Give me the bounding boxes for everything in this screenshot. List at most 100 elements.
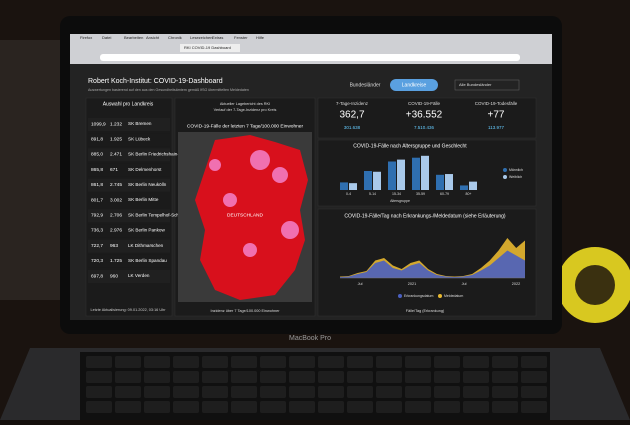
key — [231, 386, 257, 398]
dropdown[interactable] — [454, 79, 520, 91]
key — [260, 401, 286, 413]
county-row[interactable] — [88, 194, 170, 207]
county-row[interactable] — [88, 148, 170, 162]
label: SK Berlin Mitte — [128, 197, 159, 202]
key — [376, 401, 402, 413]
key — [202, 356, 228, 368]
label: Jul — [358, 282, 363, 286]
bar — [469, 181, 477, 190]
map-hotspot — [272, 167, 288, 183]
label: DEUTSCHLAND — [227, 212, 264, 218]
key — [260, 386, 286, 398]
key — [86, 371, 112, 383]
key — [405, 371, 431, 383]
panel — [317, 97, 537, 139]
label: SK Bremen — [128, 121, 152, 126]
key — [347, 371, 373, 383]
label: RKI COVID-19 Dashboard — [184, 45, 231, 50]
bar — [388, 161, 396, 190]
county-row[interactable] — [88, 239, 170, 253]
legend-swatch — [503, 175, 507, 179]
bar — [340, 182, 348, 190]
map-hotspot — [223, 193, 237, 207]
label: 891,8 — [91, 136, 103, 142]
label: Robert Koch-Institut: COVID-19-Dashboard — [88, 78, 223, 85]
label: Lesezeichen — [190, 35, 212, 40]
label: Verlauf der 7-Tage-Inzidenz pro Kreis — [214, 108, 277, 112]
key — [347, 386, 373, 398]
county-row[interactable] — [88, 224, 170, 238]
key — [521, 401, 547, 413]
bar — [364, 171, 372, 190]
key — [463, 356, 489, 368]
key — [289, 386, 315, 398]
key — [347, 356, 373, 368]
label: SK Berlin Tempelhof-Schöneberg — [128, 212, 196, 217]
label: 2.976 — [110, 228, 122, 234]
key — [231, 356, 257, 368]
label: 885,0 — [91, 152, 103, 158]
label: COVID-19-Fälle der letzten 7 Tage/100.00… — [187, 123, 304, 129]
label: Alle Bundesländer — [459, 82, 492, 87]
bar — [436, 174, 444, 190]
label: 736,3 — [91, 228, 103, 234]
label: Fenster — [234, 35, 248, 40]
label: 362,7 — [339, 110, 364, 121]
key — [289, 401, 315, 413]
key — [86, 356, 112, 368]
key — [260, 356, 286, 368]
key — [434, 401, 460, 413]
label: +77 — [488, 110, 505, 121]
label: Meldedatum — [444, 294, 463, 298]
label: 1.925 — [110, 136, 122, 142]
key — [115, 356, 141, 368]
label: Auswertungen basierend auf den aus den G… — [88, 88, 249, 92]
county-row[interactable] — [88, 270, 170, 283]
area — [340, 250, 525, 278]
key — [376, 371, 402, 383]
county-row[interactable] — [88, 163, 170, 177]
bar — [397, 159, 405, 190]
label: Weiblich — [509, 175, 522, 179]
key — [173, 401, 199, 413]
key — [521, 356, 547, 368]
key — [231, 371, 257, 383]
label: Aktueller Lagebericht des RKI — [220, 102, 270, 106]
button[interactable] — [390, 79, 438, 91]
bar — [412, 157, 420, 190]
key — [492, 401, 518, 413]
label: 2021 — [408, 282, 416, 286]
key — [115, 386, 141, 398]
label: 7.510.436 — [414, 125, 435, 130]
label: 1.725 — [110, 258, 122, 264]
label: Extras — [212, 35, 223, 40]
county-row[interactable] — [88, 118, 170, 131]
key — [202, 401, 228, 413]
legend-swatch — [438, 294, 442, 298]
key — [144, 401, 170, 413]
label: SK Berlin Pankow — [128, 228, 165, 233]
key — [492, 356, 518, 368]
label: 722,7 — [91, 243, 103, 249]
key — [173, 386, 199, 398]
county-row[interactable] — [88, 254, 170, 268]
bar — [460, 185, 468, 190]
key — [86, 401, 112, 413]
bar — [349, 183, 357, 190]
county-row[interactable] — [88, 133, 170, 147]
key — [318, 356, 344, 368]
legend-swatch — [503, 168, 507, 172]
key — [115, 401, 141, 413]
label: Erkrankungsdatum — [404, 294, 433, 298]
county-row[interactable] — [88, 178, 170, 192]
label: Altersgruppe — [390, 199, 410, 203]
key — [318, 401, 344, 413]
county-row[interactable] — [88, 209, 170, 223]
label: Ansicht — [146, 35, 160, 40]
key — [376, 356, 402, 368]
brand: MacBook Pro — [289, 335, 331, 342]
label: 963 — [110, 243, 118, 249]
browser-tab[interactable] — [180, 44, 240, 52]
key — [260, 371, 286, 383]
